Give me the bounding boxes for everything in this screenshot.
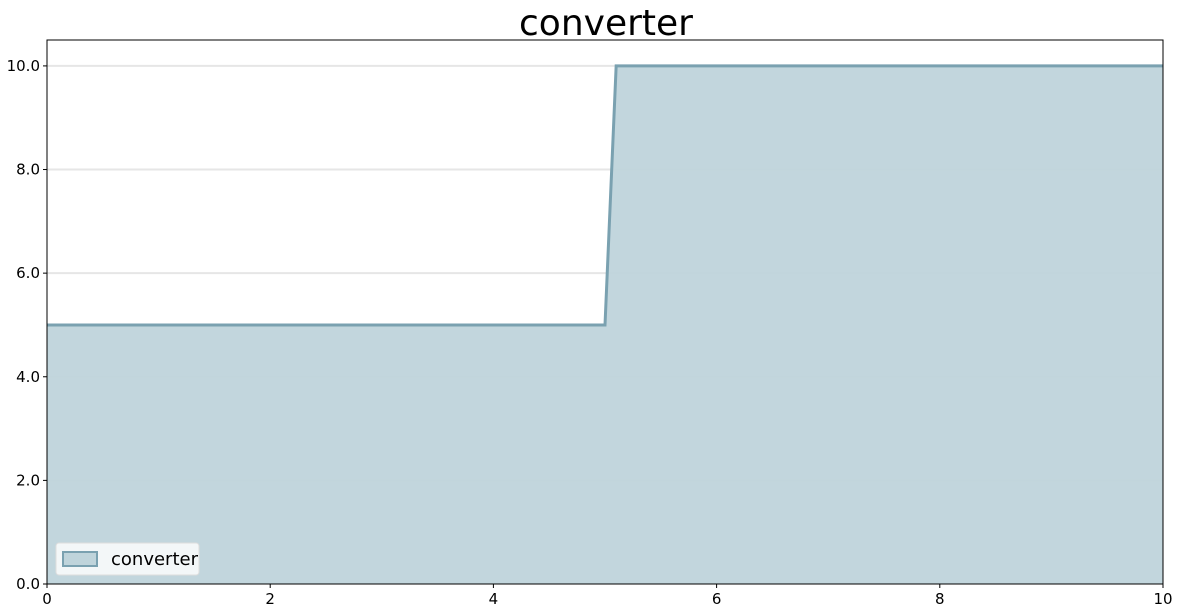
legend: converter (55, 542, 200, 576)
plot-frame (46, 39, 1164, 585)
area-line (47, 64, 1163, 327)
x-axis: 0 2 4 6 8 10 (42, 584, 1173, 608)
x-tick-label: 8 (935, 590, 945, 608)
legend-label: converter (111, 549, 199, 570)
y-tick-label: 8.0 (16, 161, 40, 179)
y-tick-label: 0.0 (16, 575, 40, 593)
area-fill (47, 65, 1163, 584)
x-tick-label: 0 (42, 590, 52, 608)
x-tick-label: 6 (712, 590, 722, 608)
y-tick-label: 6.0 (16, 264, 40, 282)
y-tick-label: 2.0 (16, 471, 40, 489)
chart-title: converter (519, 3, 693, 44)
x-tick-label: 4 (489, 590, 499, 608)
x-tick-label: 10 (1153, 590, 1172, 608)
x-tick-label: 2 (265, 590, 275, 608)
y-tick-label: 4.0 (16, 368, 40, 386)
legend-swatch (62, 551, 98, 567)
y-axis: 0.0 2.0 4.0 6.0 8.0 10.0 (7, 57, 47, 593)
y-tick-label: 10.0 (7, 57, 40, 75)
area-series (47, 64, 1163, 584)
